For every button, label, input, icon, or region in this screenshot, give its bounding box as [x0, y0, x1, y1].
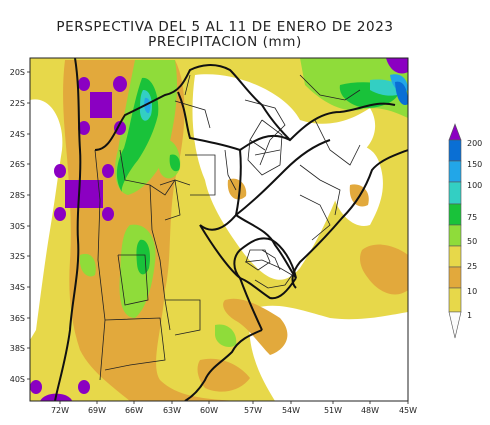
longitude-axis [59, 401, 409, 404]
legend-swatch-75-100 [448, 181, 462, 205]
lon-label-72w: 72W [51, 406, 69, 415]
lat-label-28s: 28S [10, 191, 25, 200]
lon-label-57w: 57W [244, 406, 262, 415]
legend-swatch-1-10 [448, 266, 462, 289]
longitude-labels: 72W 69W 66W 63W 60W 57W 54W 51W 48W 45W [51, 406, 417, 415]
lon-label-51w: 51W [324, 406, 342, 415]
lat-label-34s: 34S [10, 283, 25, 292]
lat-label-38s: 38S [10, 344, 25, 353]
legend-swatch-25-50 [448, 224, 462, 247]
legend-swatch-10-25 [448, 245, 462, 268]
lon-label-60w: 60W [200, 406, 218, 415]
legend-swatch-over-200 [448, 123, 462, 141]
precip-field [30, 58, 408, 401]
lon-label-45w: 45W [399, 406, 417, 415]
lon-label-48w: 48W [361, 406, 379, 415]
lat-label-32s: 32S [10, 252, 25, 261]
legend-label-50: 50 [467, 237, 477, 246]
lat-label-30s: 30S [10, 222, 25, 231]
legend-label-25: 25 [467, 262, 477, 271]
lon-label-63w: 63W [163, 406, 181, 415]
legend-labels: 200 150 100 75 50 25 10 1 [467, 139, 482, 320]
legend-colorbar [448, 123, 462, 339]
lat-label-22s: 22S [10, 99, 25, 108]
lon-label-69w: 69W [88, 406, 106, 415]
legend-swatch-150-200 [448, 139, 462, 162]
precip-level-150-200 [395, 81, 408, 106]
legend-label-100: 100 [467, 181, 482, 190]
legend-label-200: 200 [467, 139, 482, 148]
lon-label-54w: 54W [282, 406, 300, 415]
lon-label-66w: 66W [125, 406, 143, 415]
legend-swatch-1-10b [448, 287, 462, 313]
legend-swatch-100-150 [448, 160, 462, 183]
legend-label-75: 75 [467, 213, 477, 222]
map-frame [29, 57, 409, 402]
map-title: PERSPECTIVA DEL 5 AL 11 DE ENERO DE 2023 [56, 19, 394, 35]
lat-label-24s: 24S [10, 130, 25, 139]
legend-swatch-50-75 [448, 203, 462, 226]
latitude-labels: 20S 22S 24S 26S 28S 30S 32S 34S 36S 38S … [10, 68, 25, 384]
boundaries [54, 58, 408, 401]
lat-label-36s: 36S [10, 314, 25, 323]
legend-label-150: 150 [467, 160, 482, 169]
legend-label-10: 10 [467, 287, 477, 296]
map-subtitle: PRECIPITACION (mm) [148, 34, 302, 50]
legend-label-1: 1 [467, 311, 472, 320]
dry-areas [30, 60, 408, 401]
lat-label-20s: 20S [10, 68, 25, 77]
legend-swatch-under-1 [448, 311, 462, 339]
latitude-axis [27, 71, 30, 380]
lat-label-26s: 26S [10, 160, 25, 169]
precip-level-200-plus [30, 58, 408, 401]
lat-label-40s: 40S [10, 375, 25, 384]
